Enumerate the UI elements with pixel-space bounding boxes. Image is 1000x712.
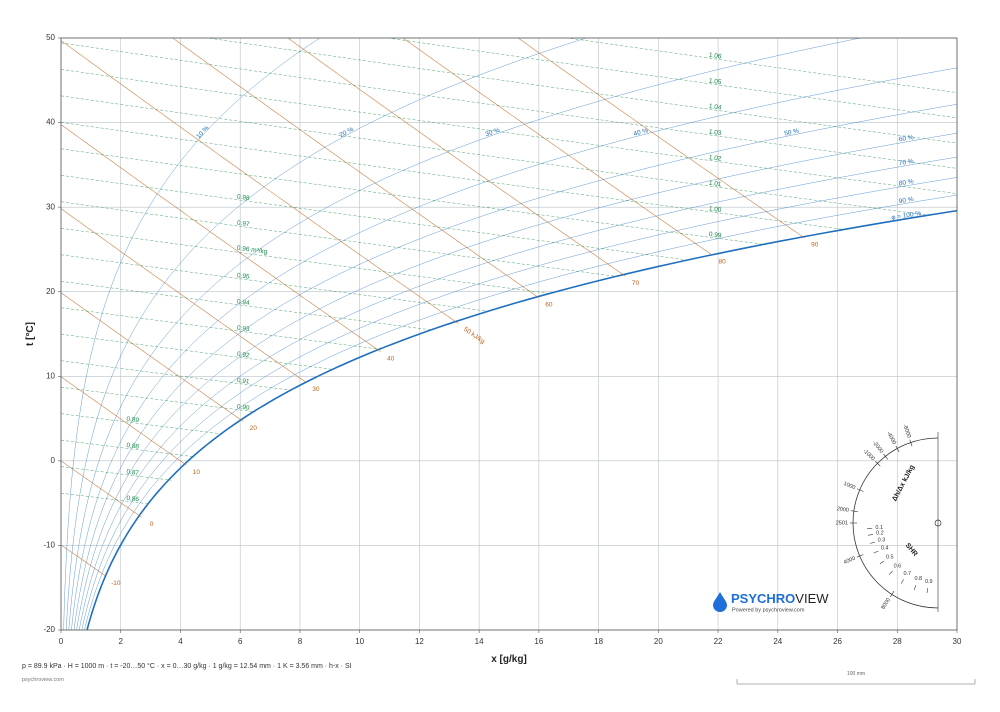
x-tick-label: 22 [714,637,723,646]
shr-tick-label: 0.6 [894,563,902,569]
shr-tick-label: 0.5 [886,554,894,560]
x-tick-label: 14 [475,637,484,646]
x-tick-label: 4 [178,637,183,646]
x-tick-label: 26 [833,637,842,646]
logo-tagline: Powered by psychroview.com [732,607,805,613]
enthalpy-label: 80 [718,259,726,266]
x-tick-label: 8 [298,637,303,646]
shr-tick-label: 0.3 [878,537,886,543]
y-tick-label: 30 [46,202,55,211]
logo-name: PSYCHROVIEW [731,591,829,606]
x-tick-label: 18 [594,637,603,646]
enthalpy-label: 0 [150,521,154,528]
x-tick-label: 20 [654,637,663,646]
x-tick-label: 10 [355,637,364,646]
scale-bar: 100 mm [737,671,975,684]
y-tick-label: -20 [43,625,55,634]
x-axis-title: x [g/kg] [491,654,527,665]
enthalpy-label: 30 [312,386,320,393]
x-tick-label: 12 [415,637,424,646]
y-tick-label: 10 [46,371,55,380]
shr-tick-label: 0.2 [876,531,884,537]
enthalpy-label: 20 [250,425,258,432]
enthalpy-label: 90 [811,242,819,249]
x-tick-label: 30 [953,637,962,646]
y-tick-label: 40 [46,118,55,127]
footer-info: p = 89.9 kPa · H = 1000 m · t = -20…50 °… [22,662,352,670]
y-tick-label: -10 [43,541,55,550]
footer-site: psychroview.com [22,677,64,683]
y-tick-label: 50 [46,33,55,42]
shr-tick-label: 0.9 [925,579,933,585]
enthalpy-label: 60 [545,301,553,308]
plot-area [61,38,957,630]
shr-tick-label: 0.8 [914,576,922,582]
x-tick-label: 16 [534,637,543,646]
logo-name-bold: PSYCHRO [731,591,795,606]
x-tick-label: 0 [59,637,64,646]
x-tick-label: 6 [238,637,243,646]
shr-tick-label: 0.4 [881,546,889,552]
x-tick-label: 24 [773,637,782,646]
enthalpy-label: -10 [111,580,121,587]
x-tick-label: 28 [893,637,902,646]
scale-label: 100 mm [847,671,865,677]
shr-tick-label: 0.7 [903,571,911,577]
y-axis-title: t [°C] [25,322,36,346]
x-tick-label: 2 [119,637,124,646]
enthalpy-label: 10 [193,469,201,476]
logo-name-light: VIEW [795,591,829,606]
enthalpy-label: 70 [632,280,640,287]
dh-tick-label: 2501 [836,520,848,526]
y-tick-label: 20 [46,287,55,296]
y-tick-label: 0 [51,456,56,465]
enthalpy-label: 40 [387,355,395,362]
